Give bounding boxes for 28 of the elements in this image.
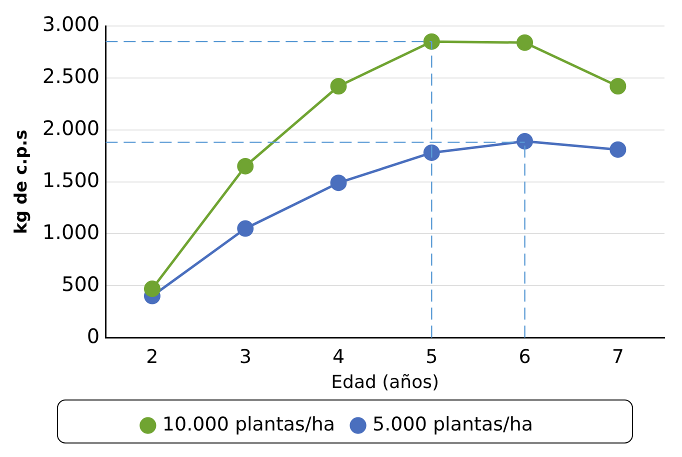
x-tick-label: 2	[146, 346, 158, 368]
point	[330, 78, 347, 94]
point	[610, 141, 626, 158]
point	[516, 34, 534, 51]
y-tick-label: 3.000	[42, 12, 100, 36]
y-axis-title: kg de c.p.s	[12, 130, 32, 234]
legend-label: 10.000 plantas/ha	[162, 413, 336, 436]
point	[423, 144, 440, 161]
y-tick-label: 2.000	[42, 116, 100, 140]
point	[610, 78, 626, 94]
y-tick-label: 500	[61, 272, 100, 296]
x-tick-label: 5	[426, 346, 438, 368]
y-tick-label: 2.500	[42, 64, 100, 88]
x-tick-label: 7	[612, 346, 624, 368]
x-tick-label: 6	[518, 346, 531, 368]
legend-label: 5.000 plantas/ha	[372, 413, 534, 436]
point	[237, 158, 254, 174]
y-tick-label: 1.000	[42, 220, 100, 244]
point	[423, 33, 440, 50]
x-axis-title: Edad (años)	[331, 372, 440, 393]
point	[237, 220, 254, 237]
y-tick-label: 1.500	[42, 168, 100, 192]
point	[330, 174, 347, 192]
y-tick-label: 0	[86, 324, 100, 348]
point	[516, 133, 534, 150]
x-tick-label: 3	[239, 346, 252, 368]
x-tick-label: 4	[332, 346, 345, 368]
point	[144, 280, 160, 298]
